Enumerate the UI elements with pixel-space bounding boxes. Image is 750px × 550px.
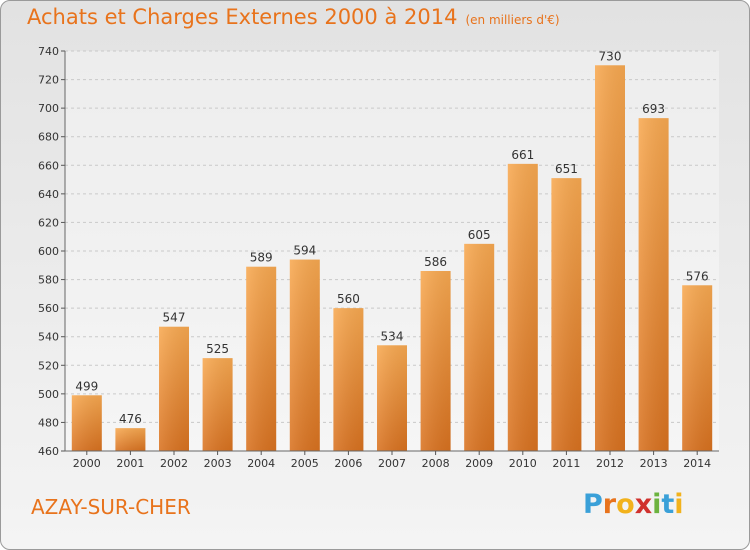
bar-shade	[507, 163, 538, 451]
y-tick-label: 700	[38, 102, 59, 115]
bar-value-label: 730	[599, 49, 622, 63]
logo-letter: r	[602, 489, 617, 520]
bar-value-label: 547	[163, 311, 186, 325]
bar-shade	[682, 285, 713, 451]
bar-value-label: 586	[424, 255, 447, 269]
y-axis: 460 480 500 520 540 560 580 600 620 640 660 680 700 7…	[38, 45, 66, 458]
bar-shade	[377, 345, 407, 451]
logo-letter: i	[652, 489, 662, 520]
x-tick-label: 2005	[291, 457, 319, 470]
logo-letter: P	[583, 489, 603, 520]
bar-shade	[71, 395, 102, 451]
y-tick-label: 540	[38, 331, 59, 344]
bar-value-label: 476	[119, 412, 142, 426]
y-tick-label: 720	[38, 74, 59, 87]
bar-shade	[159, 326, 189, 451]
x-tick-label: 2013	[640, 457, 668, 470]
logo-letter: x	[634, 489, 653, 520]
bar-shade	[638, 118, 669, 452]
y-tick-label: 740	[38, 45, 59, 58]
x-tick-label: 2014	[683, 457, 711, 470]
location-name: AZAY-SUR-CHER	[31, 495, 191, 519]
bars: 499 476 547 525 589 594 560 534 586 605 661 651 730 6…	[71, 49, 713, 452]
proxiti-logo: Proxiti	[583, 489, 684, 520]
x-tick-label: 2007	[378, 457, 406, 470]
bar-value-label: 594	[293, 244, 316, 258]
y-tick-label: 640	[38, 188, 59, 201]
bar-value-label: 605	[468, 228, 491, 242]
bar-shade	[333, 308, 364, 451]
bar-value-label: 534	[381, 329, 404, 343]
bar-value-label: 560	[337, 292, 360, 306]
x-tick-label: 2003	[204, 457, 232, 470]
chart-title: Achats et Charges Externes 2000 à 2014 (e…	[27, 5, 560, 29]
x-tick-label: 2009	[465, 457, 493, 470]
x-tick-label: 2012	[596, 457, 624, 470]
logo-letter: o	[616, 489, 635, 520]
y-tick-label: 580	[38, 274, 59, 287]
bar-shade	[289, 259, 320, 451]
x-tick-label: 2008	[422, 457, 450, 470]
bar-shade	[464, 243, 495, 451]
y-tick-label: 600	[38, 245, 59, 258]
x-tick-label: 2011	[552, 457, 580, 470]
bar-shade	[246, 266, 277, 451]
x-tick-label: 2006	[334, 457, 362, 470]
bar-value-label: 499	[75, 379, 98, 393]
logo-letter: i	[674, 489, 684, 520]
bar-value-label: 576	[686, 269, 709, 283]
bar-value-label: 651	[555, 162, 578, 176]
bar-value-label: 589	[250, 251, 273, 265]
x-axis: 2000 2001 2002 2003 2004 2005 2006 2007 2008 2009…	[65, 450, 719, 470]
bar-shade	[115, 428, 146, 451]
y-tick-label: 520	[38, 359, 59, 372]
x-tick-label: 2010	[509, 457, 537, 470]
title-text: Achats et Charges Externes 2000 à 2014	[27, 5, 458, 29]
x-tick-label: 2001	[116, 457, 144, 470]
bar-value-label: 525	[206, 342, 229, 356]
y-tick-label: 480	[38, 416, 59, 429]
y-tick-label: 620	[38, 216, 59, 229]
x-tick-label: 2004	[247, 457, 275, 470]
x-tick-label: 2000	[73, 457, 101, 470]
x-tick-label: 2002	[160, 457, 188, 470]
y-tick-label: 680	[38, 131, 59, 144]
bar-shade	[420, 271, 451, 451]
logo-letter: t	[661, 489, 675, 520]
bar-shade	[202, 358, 233, 451]
bar-value-label: 693	[642, 102, 665, 116]
bar-shade	[551, 178, 582, 451]
bar-value-label: 661	[511, 148, 534, 162]
chart-subtitle: (en milliers d'€)	[465, 13, 560, 27]
y-tick-label: 560	[38, 302, 59, 315]
y-tick-label: 500	[38, 388, 59, 401]
y-tick-label: 460	[38, 445, 59, 458]
y-tick-label: 660	[38, 159, 59, 172]
bar-shade	[595, 65, 625, 452]
